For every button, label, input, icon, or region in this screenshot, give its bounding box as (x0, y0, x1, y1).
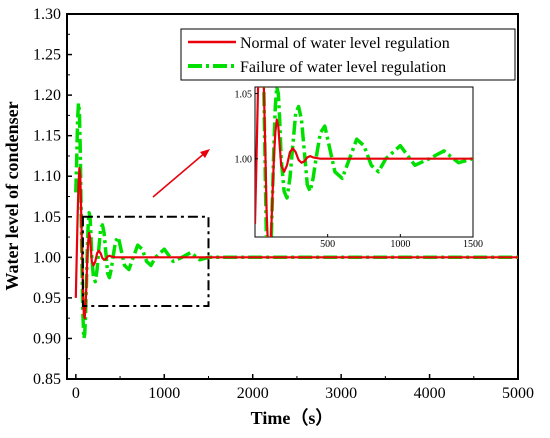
x-tick-label: 2000 (237, 385, 269, 402)
y-tick-label: 0.85 (33, 371, 61, 388)
y-tick-label: 1.30 (33, 6, 61, 23)
legend-box (180, 28, 516, 81)
x-axis-title: Time（s） (251, 408, 334, 428)
x-axis-ticks: 0 1000 2000 3000 4000 5000 (72, 374, 534, 402)
legend-label-normal: Normal of water level regulation (240, 35, 450, 52)
y-axis-title: Water level of condenser (2, 101, 22, 290)
series-line-failure (74, 101, 518, 341)
inset-series-line-normal (255, 87, 473, 237)
inset-chart: 500 1000 1500 1.00 1.05 (235, 86, 484, 250)
y-tick-label: 1.10 (33, 168, 61, 185)
y-tick-label: 1.20 (33, 87, 61, 104)
y-tick-label: 1.00 (33, 249, 61, 266)
zoom-region-box (81, 215, 210, 307)
zoom-arrow-head (200, 149, 210, 158)
x-tick-label: 5000 (502, 385, 534, 402)
y-tick-label: 1.05 (33, 209, 61, 226)
main-series-group (74, 101, 518, 341)
y-tick-label: 1.25 (33, 47, 61, 64)
inset-frame (254, 86, 474, 238)
inset-x-tick-label: 1000 (390, 239, 410, 250)
inset-series-line-failure (262, 87, 473, 237)
inset-x-tick-label: 500 (320, 239, 335, 250)
legend-label-failure: Failure of water level regulation (240, 59, 446, 76)
x-tick-label: 3000 (325, 385, 357, 402)
zoom-arrow (152, 151, 207, 198)
y-tick-label: 0.90 (33, 330, 61, 347)
inset-y-tick-label: 1.00 (235, 155, 253, 166)
inset-y-tick-label: 1.05 (235, 90, 253, 101)
inset-series-group (255, 87, 473, 237)
inset-x-tick-label: 1500 (463, 239, 483, 250)
legend: Normal of water level regulation Failure… (180, 28, 516, 81)
inset-axis-ticks: 500 1000 1500 1.00 1.05 (235, 90, 484, 250)
y-axis-ticks: 0.85 0.90 0.95 1.00 1.05 1.10 1.15 1.20 1.25 1.30 (33, 6, 72, 388)
y-tick-label: 1.15 (33, 128, 61, 145)
y-tick-label: 0.95 (33, 290, 61, 307)
x-tick-label: 0 (72, 385, 80, 402)
series-line-normal (74, 167, 518, 320)
x-tick-label: 1000 (148, 385, 180, 402)
x-tick-label: 4000 (414, 385, 446, 402)
